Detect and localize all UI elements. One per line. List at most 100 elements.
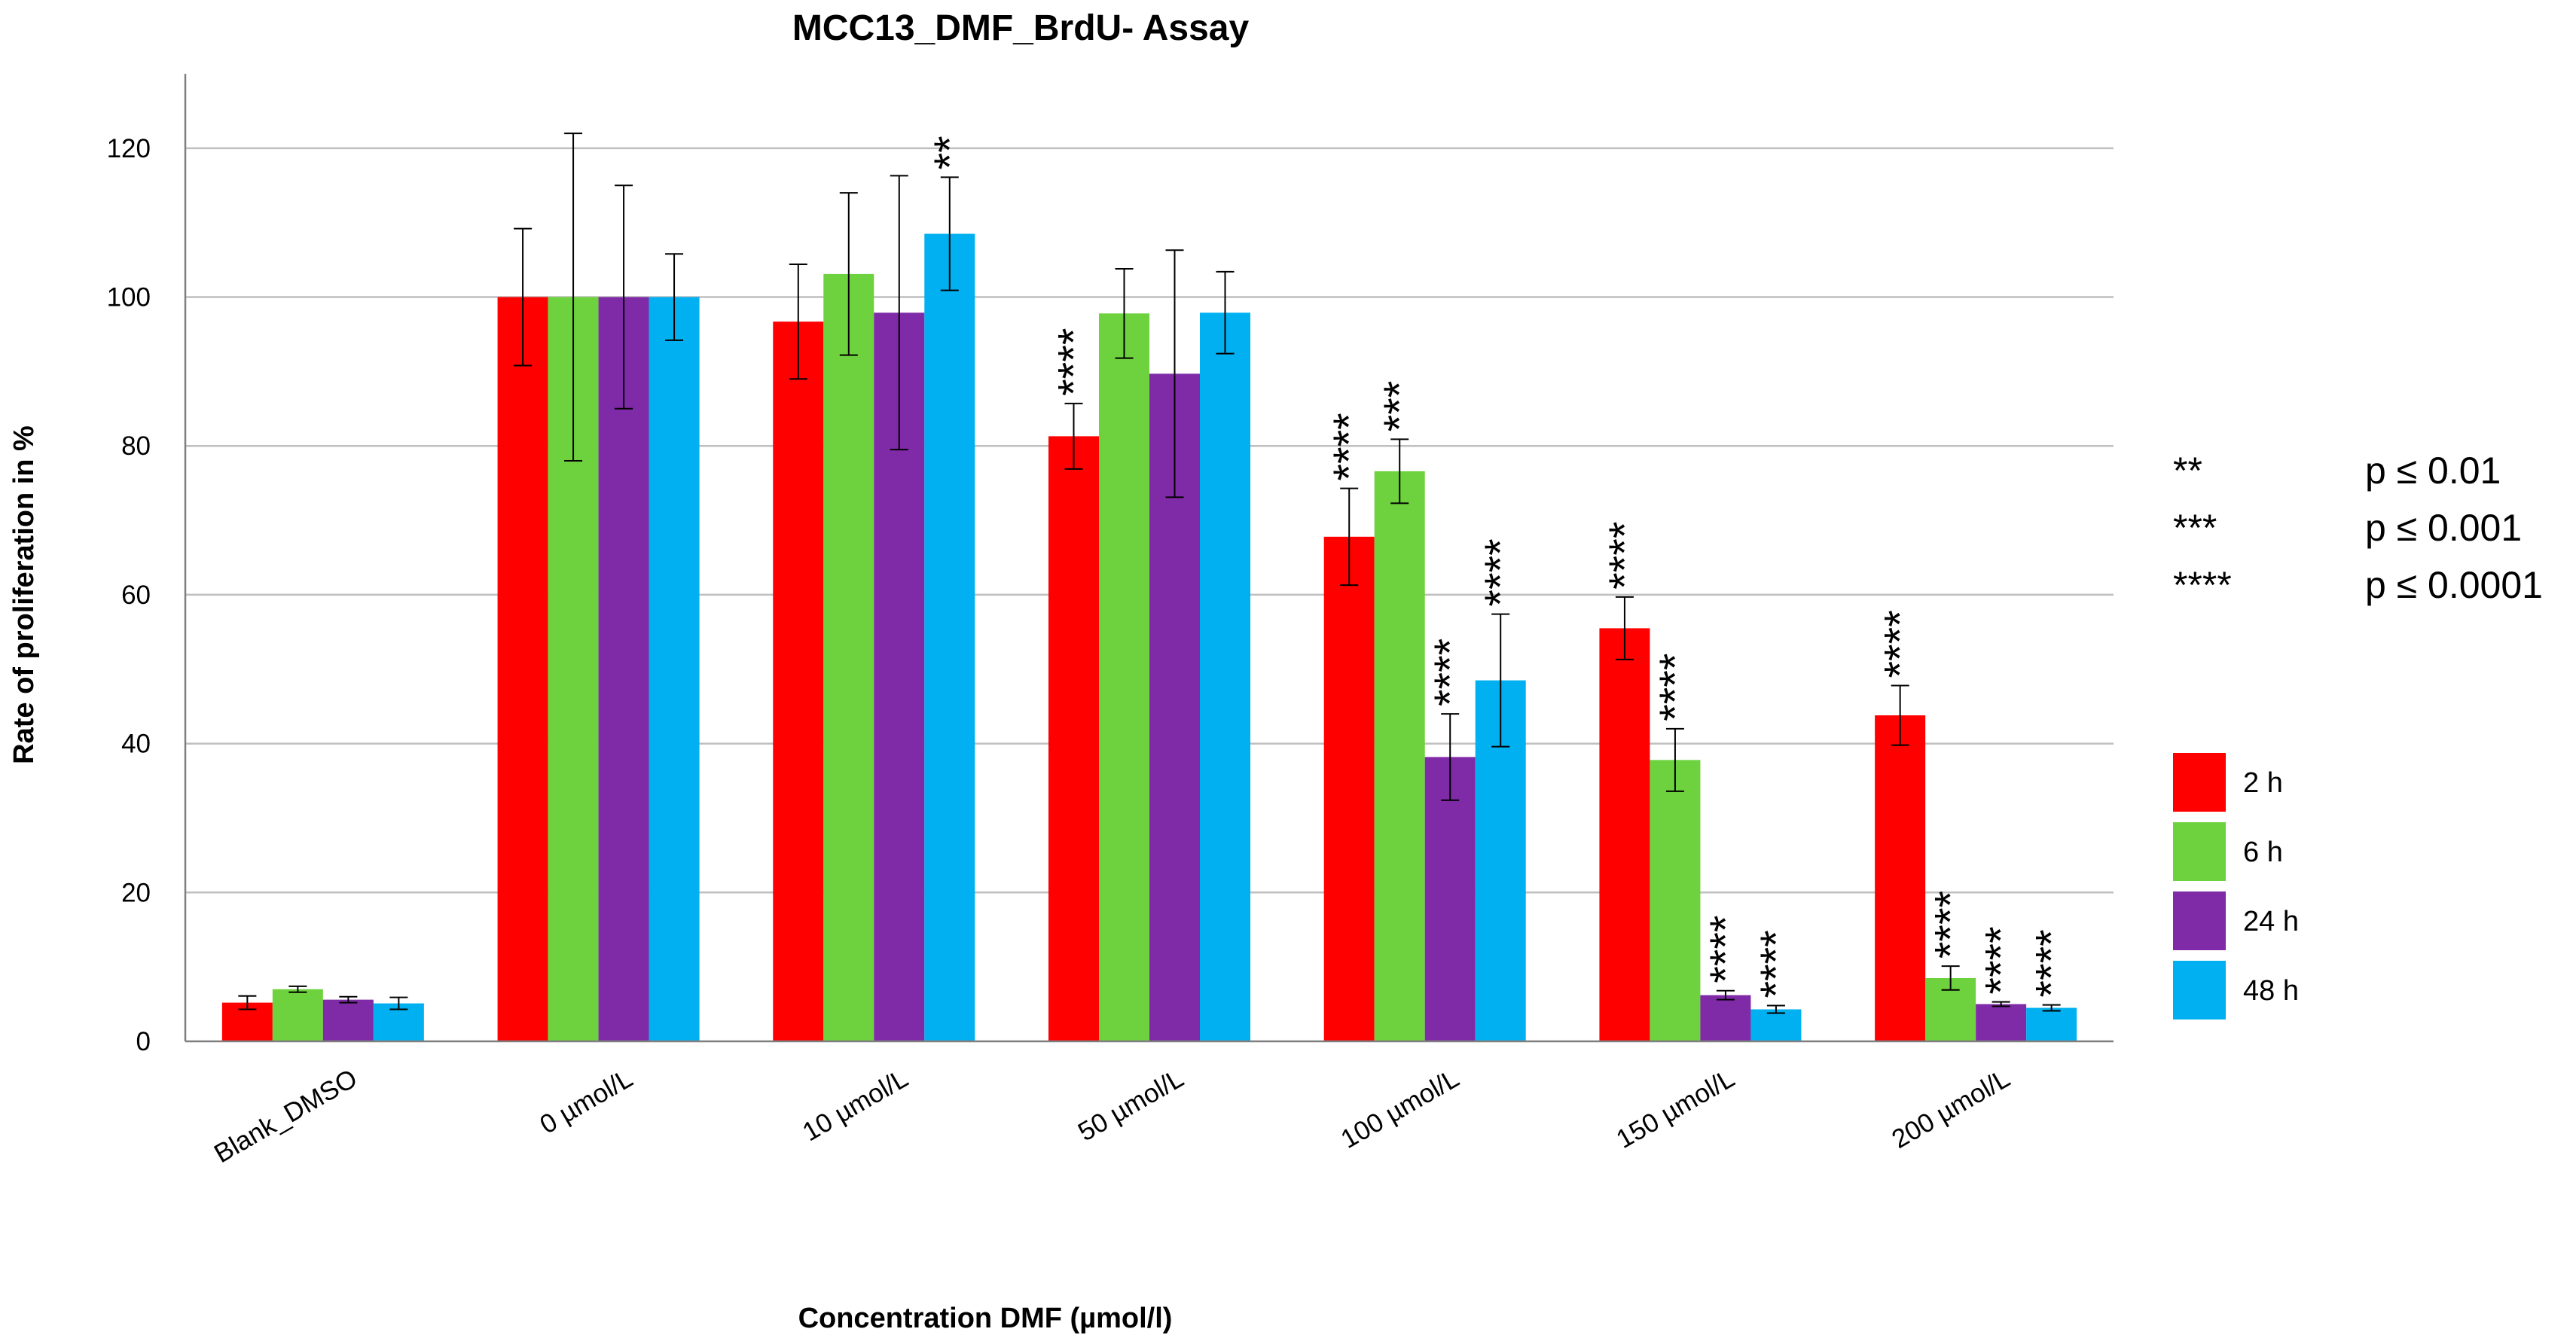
bar [2026, 1007, 2077, 1041]
error-bar [1941, 965, 1960, 991]
significance-key-label: p ≤ 0.001 [2365, 507, 2522, 549]
bar [1599, 628, 1650, 1041]
significance-stars-label: **** [1476, 538, 1525, 606]
bar [272, 989, 323, 1041]
error-bar [1992, 1001, 2010, 1007]
error-bar [1665, 727, 1684, 792]
error-bar [389, 996, 408, 1010]
legend: 2 h 6 h 24 h 48 h [2173, 753, 2299, 1019]
x-tick-label: 10 µmol/L [798, 1063, 913, 1147]
error-bar [238, 995, 257, 1010]
significance-key-stars: **** [2173, 564, 2232, 606]
bar [1875, 715, 1926, 1041]
error-bar [1766, 1004, 1785, 1014]
significance-stars-label: **** [1050, 328, 1099, 396]
error-bar [1216, 270, 1235, 355]
error-bar [564, 133, 583, 462]
error-bar [615, 184, 633, 410]
bars [221, 233, 2077, 1042]
significance-stars-label: **** [1876, 610, 1925, 678]
significance-key-stars: *** [2173, 507, 2217, 549]
x-axis-title: Concentration DMF (µmol/l) [798, 1303, 1173, 1334]
significance-stars-label: **** [1601, 522, 1650, 590]
bar [1700, 995, 1751, 1041]
error-bar [1064, 402, 1083, 470]
bar [1048, 436, 1099, 1041]
bar [1650, 760, 1701, 1041]
x-tick-label: 100 µmol/L [1336, 1063, 1464, 1154]
bar [773, 322, 824, 1041]
y-tick-label: 120 [107, 134, 151, 163]
bar [1099, 313, 1149, 1041]
legend-swatch [2173, 822, 2226, 881]
significance-stars-label: **** [1927, 891, 1976, 959]
error-bars [238, 133, 2061, 1014]
significance-stars-label: ** [926, 136, 975, 169]
significance-stars-label: **** [1977, 926, 2026, 994]
error-bar [940, 176, 959, 291]
significance-key-stars: ** [2173, 450, 2202, 492]
error-bar [1115, 267, 1134, 359]
legend-swatch [2173, 961, 2226, 1019]
x-tick-label: 0 µmol/L [535, 1063, 637, 1139]
x-tick-label: 150 µmol/L [1611, 1063, 1739, 1154]
error-bar [789, 264, 807, 380]
significance-stars-label: **** [1702, 915, 1750, 983]
bar [1424, 757, 1476, 1041]
significance-key-label: p ≤ 0.0001 [2365, 564, 2543, 606]
y-tick-label: 100 [107, 283, 151, 312]
bar [649, 297, 700, 1041]
bar [322, 999, 374, 1041]
bar [1750, 1009, 1802, 1041]
error-bar [1441, 713, 1460, 801]
bar [823, 273, 874, 1042]
y-tick-label: 20 [121, 878, 151, 907]
x-tick-label: Blank_DMSO [209, 1063, 362, 1169]
x-tick-label: 50 µmol/L [1073, 1063, 1189, 1147]
error-bar [1891, 684, 1909, 746]
legend-label: 2 h [2243, 767, 2283, 799]
legend-label: 24 h [2243, 906, 2299, 937]
error-bar [514, 227, 533, 367]
legend-swatch [2173, 753, 2226, 812]
y-tick-label: 0 [136, 1027, 151, 1056]
x-axis-ticks: Blank_DMSO 0 µmol/L 10 µmol/L 50 µmol/L 100 … [209, 1063, 2015, 1169]
significance-stars-label: *** [1375, 381, 1424, 432]
error-bar [1165, 249, 1184, 498]
legend-label: 6 h [2243, 837, 2283, 868]
significance-stars: ********************* ************ *******… [926, 136, 2077, 998]
error-bar [1390, 438, 1409, 504]
significance-key-label: p ≤ 0.01 [2365, 450, 2501, 492]
y-tick-label: 60 [121, 581, 151, 610]
error-bar [665, 253, 684, 341]
significance-key: ** p ≤ 0.01 *** p ≤ 0.001 **** p ≤ 0.0001 [2173, 450, 2543, 606]
x-tick-label: 200 µmol/L [1887, 1063, 2015, 1154]
significance-stars-label: **** [1752, 930, 1801, 998]
error-bar [1340, 487, 1359, 587]
y-tick-label: 40 [121, 730, 151, 759]
y-tick-label: 80 [121, 431, 151, 461]
error-bar [1491, 613, 1510, 748]
bar [1200, 312, 1250, 1041]
error-bar [2042, 1004, 2061, 1012]
significance-stars-label: **** [1426, 638, 1475, 706]
y-axis-ticks: 0 20 40 60 80 100 120 [107, 134, 151, 1056]
error-bar [288, 985, 307, 993]
legend-label: 48 h [2243, 975, 2299, 1007]
bar [1976, 1004, 2027, 1041]
bar [497, 297, 548, 1041]
error-bar [1615, 596, 1634, 660]
error-bar [1716, 989, 1735, 1001]
bar [1374, 471, 1425, 1041]
error-bar [339, 995, 358, 1004]
bar [924, 233, 975, 1041]
legend-swatch [2173, 891, 2226, 950]
error-bar [890, 175, 908, 451]
chart-title: MCC13_DMF_BrdU- Assay [792, 8, 1250, 48]
error-bar [839, 192, 858, 356]
significance-stars-label: **** [1651, 654, 1700, 721]
bar [1323, 536, 1375, 1041]
bar [598, 297, 649, 1041]
significance-stars-label: **** [1325, 413, 1374, 480]
